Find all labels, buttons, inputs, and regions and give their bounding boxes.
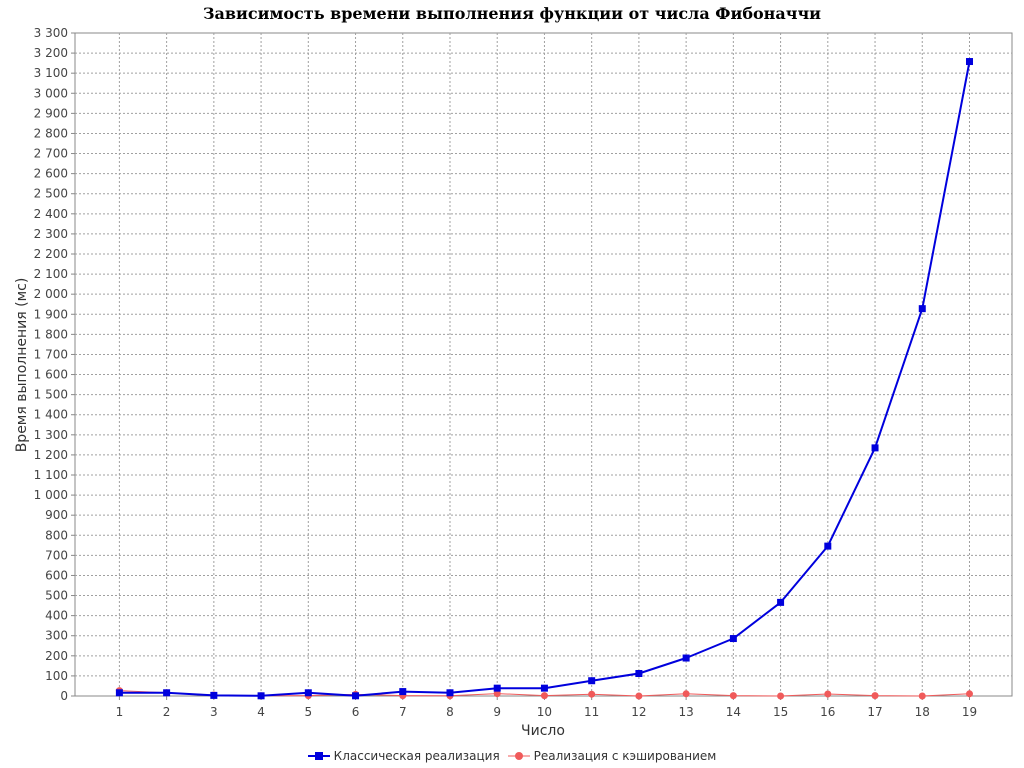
data-point-cached bbox=[777, 692, 785, 700]
y-tick-label: 1 900 bbox=[34, 307, 68, 321]
data-point-classic bbox=[635, 669, 643, 677]
data-point-cached bbox=[682, 690, 690, 698]
y-tick-label: 1 700 bbox=[34, 347, 68, 361]
data-point-classic bbox=[540, 684, 548, 692]
data-point-cached bbox=[540, 692, 548, 700]
y-tick-label: 1 800 bbox=[34, 327, 68, 341]
data-point-classic bbox=[824, 542, 832, 550]
chart-title: Зависимость времени выполнения функции о… bbox=[202, 4, 822, 23]
data-point-cached bbox=[729, 692, 737, 700]
data-point-cached bbox=[635, 692, 643, 700]
data-point-cached bbox=[871, 692, 879, 700]
x-tick-label: 3 bbox=[210, 705, 218, 719]
y-tick-label: 1 400 bbox=[34, 408, 68, 422]
y-tick-label: 600 bbox=[45, 568, 68, 582]
y-tick-label: 800 bbox=[45, 528, 68, 542]
legend-item-classic: Классическая реализация bbox=[307, 749, 500, 763]
x-tick-label: 17 bbox=[867, 705, 882, 719]
data-point-classic bbox=[682, 654, 690, 662]
data-point-cached bbox=[918, 692, 926, 700]
data-point-classic bbox=[446, 689, 454, 697]
x-axis-title: Число bbox=[521, 723, 565, 739]
data-point-classic bbox=[871, 444, 879, 452]
y-tick-label: 300 bbox=[45, 629, 68, 643]
x-tick-label: 13 bbox=[678, 705, 693, 719]
x-tick-label: 15 bbox=[773, 705, 788, 719]
x-tick-label: 1 bbox=[116, 705, 124, 719]
y-tick-label: 2 000 bbox=[34, 287, 68, 301]
x-tick-label: 14 bbox=[726, 705, 741, 719]
y-tick-label: 2 300 bbox=[34, 227, 68, 241]
x-tick-label: 4 bbox=[257, 705, 265, 719]
y-tick-label: 200 bbox=[45, 649, 68, 663]
y-tick-label: 2 700 bbox=[34, 147, 68, 161]
data-point-classic bbox=[163, 689, 171, 697]
x-tick-label: 5 bbox=[304, 705, 312, 719]
x-tick-label: 10 bbox=[537, 705, 552, 719]
data-point-classic bbox=[304, 689, 312, 697]
legend-circle-marker-icon bbox=[507, 752, 530, 760]
x-tick-label: 2 bbox=[163, 705, 171, 719]
y-tick-label: 2 600 bbox=[34, 167, 68, 181]
data-point-classic bbox=[257, 692, 265, 700]
y-tick-label: 3 000 bbox=[34, 86, 68, 100]
data-point-classic bbox=[352, 692, 360, 700]
legend-item-cached: Реализация с кэшированием bbox=[507, 749, 717, 763]
y-tick-label: 700 bbox=[45, 548, 68, 562]
y-tick-label: 2 100 bbox=[34, 267, 68, 281]
x-tick-label: 16 bbox=[820, 705, 835, 719]
y-tick-label: 1 000 bbox=[34, 488, 68, 502]
data-point-classic bbox=[210, 691, 218, 699]
y-tick-label: 1 500 bbox=[34, 388, 68, 402]
y-tick-label: 500 bbox=[45, 589, 68, 603]
y-tick-label: 900 bbox=[45, 508, 68, 522]
data-point-cached bbox=[493, 690, 501, 698]
x-tick-label: 18 bbox=[915, 705, 930, 719]
legend-label-cached: Реализация с кэшированием bbox=[533, 749, 717, 763]
y-tick-label: 2 200 bbox=[34, 247, 68, 261]
legend-square-marker-icon bbox=[307, 752, 330, 760]
y-tick-label: 1 200 bbox=[34, 448, 68, 462]
chart-legend: Классическая реализация Реализация с кэш… bbox=[0, 749, 1024, 763]
y-tick-label: 1 100 bbox=[34, 468, 68, 482]
plot-area bbox=[74, 32, 1013, 697]
data-point-classic bbox=[729, 635, 737, 643]
data-series bbox=[115, 58, 973, 700]
data-point-classic bbox=[918, 305, 926, 313]
x-tick-label: 9 bbox=[493, 705, 501, 719]
x-tick-label: 19 bbox=[962, 705, 977, 719]
data-point-cached bbox=[824, 690, 832, 698]
y-tick-label: 2 500 bbox=[34, 187, 68, 201]
y-axis-title: Время выполнения (мс) bbox=[14, 278, 30, 453]
x-tick-label: 8 bbox=[446, 705, 454, 719]
x-tick-label: 12 bbox=[631, 705, 646, 719]
x-tick-label: 11 bbox=[584, 705, 599, 719]
y-tick-label: 3 300 bbox=[34, 26, 68, 40]
data-point-classic bbox=[965, 58, 973, 66]
legend-label-classic: Классическая реализация bbox=[333, 749, 500, 763]
y-tick-label: 100 bbox=[45, 669, 68, 683]
y-tick-label: 400 bbox=[45, 609, 68, 623]
y-tick-label: 2 800 bbox=[34, 126, 68, 140]
data-point-classic bbox=[588, 677, 596, 685]
y-tick-label: 1 600 bbox=[34, 368, 68, 382]
y-tick-label: 0 bbox=[60, 689, 68, 703]
y-tick-label: 2 900 bbox=[34, 106, 68, 120]
y-tick-label: 3 100 bbox=[34, 66, 68, 80]
data-point-classic bbox=[777, 598, 785, 606]
data-point-cached bbox=[588, 690, 596, 698]
grid-lines bbox=[75, 33, 1012, 696]
y-tick-label: 2 400 bbox=[34, 207, 68, 221]
data-point-classic bbox=[399, 688, 407, 696]
y-tick-label: 1 300 bbox=[34, 428, 68, 442]
data-point-classic bbox=[115, 689, 123, 697]
y-tick-label: 3 200 bbox=[34, 46, 68, 60]
data-point-cached bbox=[965, 690, 973, 698]
data-point-classic bbox=[493, 684, 501, 692]
x-tick-label: 7 bbox=[399, 705, 407, 719]
x-tick-label: 6 bbox=[352, 705, 360, 719]
